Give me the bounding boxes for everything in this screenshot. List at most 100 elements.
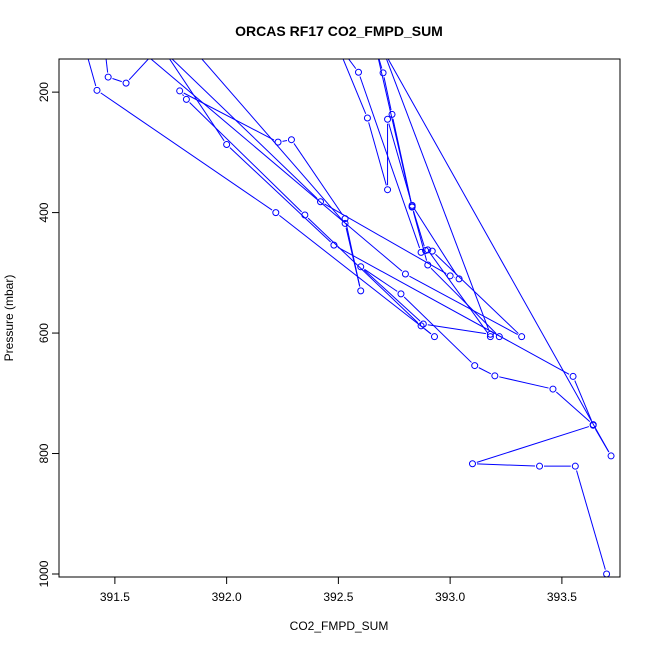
data-point xyxy=(96,31,102,37)
data-point xyxy=(571,462,579,470)
series-layer xyxy=(78,31,615,577)
y-tick-label: 800 xyxy=(37,443,51,463)
data-point xyxy=(176,87,184,95)
data-point xyxy=(549,385,557,393)
series-line-segment xyxy=(430,253,489,334)
series-line-segment xyxy=(279,214,432,335)
data-point xyxy=(589,421,597,429)
data-point xyxy=(607,452,615,460)
series-line-segment xyxy=(108,36,177,38)
series-line-segment xyxy=(112,78,122,83)
series-line-segment xyxy=(105,59,109,73)
data-point xyxy=(274,138,282,146)
series-line-segment xyxy=(595,428,610,453)
series-line-segment xyxy=(345,227,361,287)
series-line-segment xyxy=(368,122,387,186)
data-point xyxy=(333,39,339,45)
data-point xyxy=(397,290,405,298)
series-line-segment xyxy=(87,59,97,87)
data-point xyxy=(486,330,494,338)
data-point xyxy=(491,372,499,380)
series-line-segment xyxy=(171,59,318,199)
data-point xyxy=(104,73,112,81)
x-axis: 391.5 392.0 392.5 393.0 393.5 xyxy=(100,576,577,604)
data-point xyxy=(430,333,438,341)
series-line-segment xyxy=(348,59,357,69)
series-line-segment xyxy=(412,210,425,247)
data-point xyxy=(419,320,427,328)
series-line-segment xyxy=(388,123,412,202)
data-point xyxy=(93,86,101,94)
y-tick-label: 200 xyxy=(37,82,51,102)
series-line-segment xyxy=(324,203,447,275)
data-point xyxy=(422,247,430,255)
series-line-segment xyxy=(499,376,549,389)
y-axis-label: Pressure (mbar) xyxy=(2,275,16,362)
data-point xyxy=(157,41,163,47)
series-line-segment xyxy=(150,59,403,272)
series-line-segment xyxy=(201,59,343,221)
x-tick-label: 393.0 xyxy=(435,590,465,604)
data-point xyxy=(101,36,107,42)
data-point xyxy=(417,248,425,256)
series-line-segment xyxy=(576,470,606,570)
series-line-segment xyxy=(293,143,343,216)
data-point xyxy=(78,32,84,38)
plot-area-border xyxy=(58,58,621,578)
data-point xyxy=(157,44,163,50)
data-point xyxy=(272,209,280,217)
y-tick-label: 600 xyxy=(37,323,51,343)
x-tick-label: 392.0 xyxy=(212,590,242,604)
series-line-segment xyxy=(414,208,458,276)
data-point xyxy=(424,261,432,269)
data-point xyxy=(122,79,130,87)
data-point xyxy=(379,69,387,77)
series-line-segment xyxy=(574,380,592,421)
data-point xyxy=(603,570,611,577)
x-axis-label: CO2_FMPD_SUM xyxy=(290,619,389,633)
series-line-segment xyxy=(342,59,367,115)
data-point xyxy=(341,215,349,223)
series-line-segment xyxy=(409,275,518,335)
series-line-segment xyxy=(126,39,155,44)
data-point xyxy=(182,95,190,103)
series-line-segment xyxy=(183,92,275,141)
data-point xyxy=(518,333,526,341)
data-point xyxy=(401,270,409,278)
data-point xyxy=(486,333,494,341)
series-line-segment xyxy=(392,118,412,203)
data-point xyxy=(123,35,129,41)
data-point xyxy=(357,287,365,295)
series-line-segment xyxy=(427,324,486,335)
data-point xyxy=(468,460,476,468)
data-point xyxy=(179,33,185,39)
series-line-segment xyxy=(363,269,421,322)
series-line-segment xyxy=(169,59,225,142)
data-point xyxy=(384,115,392,123)
series-line-segment xyxy=(387,59,610,453)
data-point xyxy=(373,47,379,53)
series-line-segment xyxy=(182,94,184,97)
data-point xyxy=(428,247,436,255)
y-tick-label: 400 xyxy=(37,202,51,222)
series-line-segment xyxy=(189,102,302,213)
data-point xyxy=(417,322,425,330)
data-point xyxy=(341,219,349,227)
data-point xyxy=(363,114,371,122)
chart-title: ORCAS RF17 CO2_FMPD_SUM xyxy=(235,23,443,39)
series-line-segment xyxy=(403,296,472,363)
series-line-segment xyxy=(359,76,421,249)
series-line-segment xyxy=(476,426,590,463)
data-point xyxy=(330,241,338,249)
y-axis: 200 400 600 800 1000 xyxy=(37,82,60,587)
data-point xyxy=(384,186,392,194)
series-line-segment xyxy=(555,391,591,423)
series-line-segment xyxy=(478,367,492,375)
data-point xyxy=(119,35,125,41)
series-line-segment xyxy=(364,268,398,292)
x-tick-label: 392.5 xyxy=(323,590,353,604)
series-line-segment xyxy=(435,253,519,334)
series-line-segment xyxy=(337,246,570,375)
data-point xyxy=(536,462,544,470)
